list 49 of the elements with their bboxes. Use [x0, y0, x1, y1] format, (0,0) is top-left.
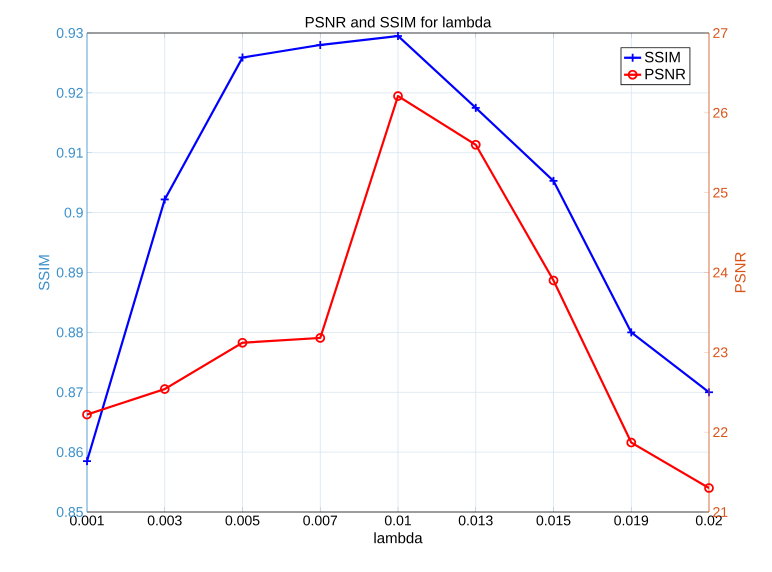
- y2-axis-title: PSNR: [734, 252, 746, 292]
- y-tick-label: 0.91: [56, 148, 83, 158]
- y2-tick-label: 27: [713, 28, 728, 38]
- legend-label: PSNR: [645, 68, 686, 80]
- x-tick-label: 0.007: [303, 516, 338, 526]
- point: [315, 40, 326, 50]
- x-tick-label: 0.01: [384, 516, 411, 526]
- y2-tick-label: 23: [713, 347, 728, 358]
- point: [82, 456, 92, 466]
- y-tick-label: 0.89: [56, 268, 83, 278]
- point: [626, 327, 636, 338]
- y-tick-label: 0.87: [56, 387, 83, 398]
- point: [238, 52, 248, 62]
- x-axis-title: lambda: [374, 532, 423, 544]
- point: [704, 483, 714, 493]
- y-tick-label: 0.92: [56, 88, 83, 98]
- y-tick-label: 0.88: [56, 327, 83, 338]
- point: [548, 176, 558, 186]
- x-tick-label: 0.001: [70, 516, 104, 526]
- point: [704, 387, 714, 398]
- legend-label: SSIM: [644, 52, 680, 62]
- y2-tick-label: 24: [713, 268, 728, 278]
- x-tick-label: 0.005: [226, 516, 260, 526]
- point: [238, 338, 248, 348]
- x-tick-label: 0.019: [614, 516, 648, 526]
- x-tick-label: 0.02: [696, 516, 722, 526]
- y2-tick-label: 25: [713, 188, 728, 198]
- point: [393, 31, 403, 41]
- point: [393, 91, 403, 101]
- point: [548, 276, 558, 286]
- point: [160, 384, 170, 394]
- point: [470, 102, 481, 113]
- x-tick-label: 0.013: [458, 516, 493, 526]
- y-tick-label: 0.9: [64, 208, 83, 218]
- point: [470, 140, 481, 150]
- point: [82, 410, 92, 420]
- y-tick-label: 0.93: [56, 28, 83, 38]
- x-tick-label: 0.003: [148, 516, 182, 526]
- x-tick-label: 0.015: [536, 516, 570, 526]
- y-axis-title: SSIM: [38, 255, 50, 290]
- y2-tick-label: 21: [713, 507, 728, 517]
- y2-tick-label: 22: [713, 427, 728, 438]
- point: [315, 333, 326, 343]
- y-tick-label: 0.85: [56, 507, 83, 517]
- point: [626, 438, 636, 448]
- chart-title: PSNR and SSIM for lambda: [306, 16, 492, 28]
- y2-tick-label: 26: [713, 108, 728, 118]
- y-tick-label: 0.86: [56, 447, 83, 458]
- point: [160, 194, 170, 204]
